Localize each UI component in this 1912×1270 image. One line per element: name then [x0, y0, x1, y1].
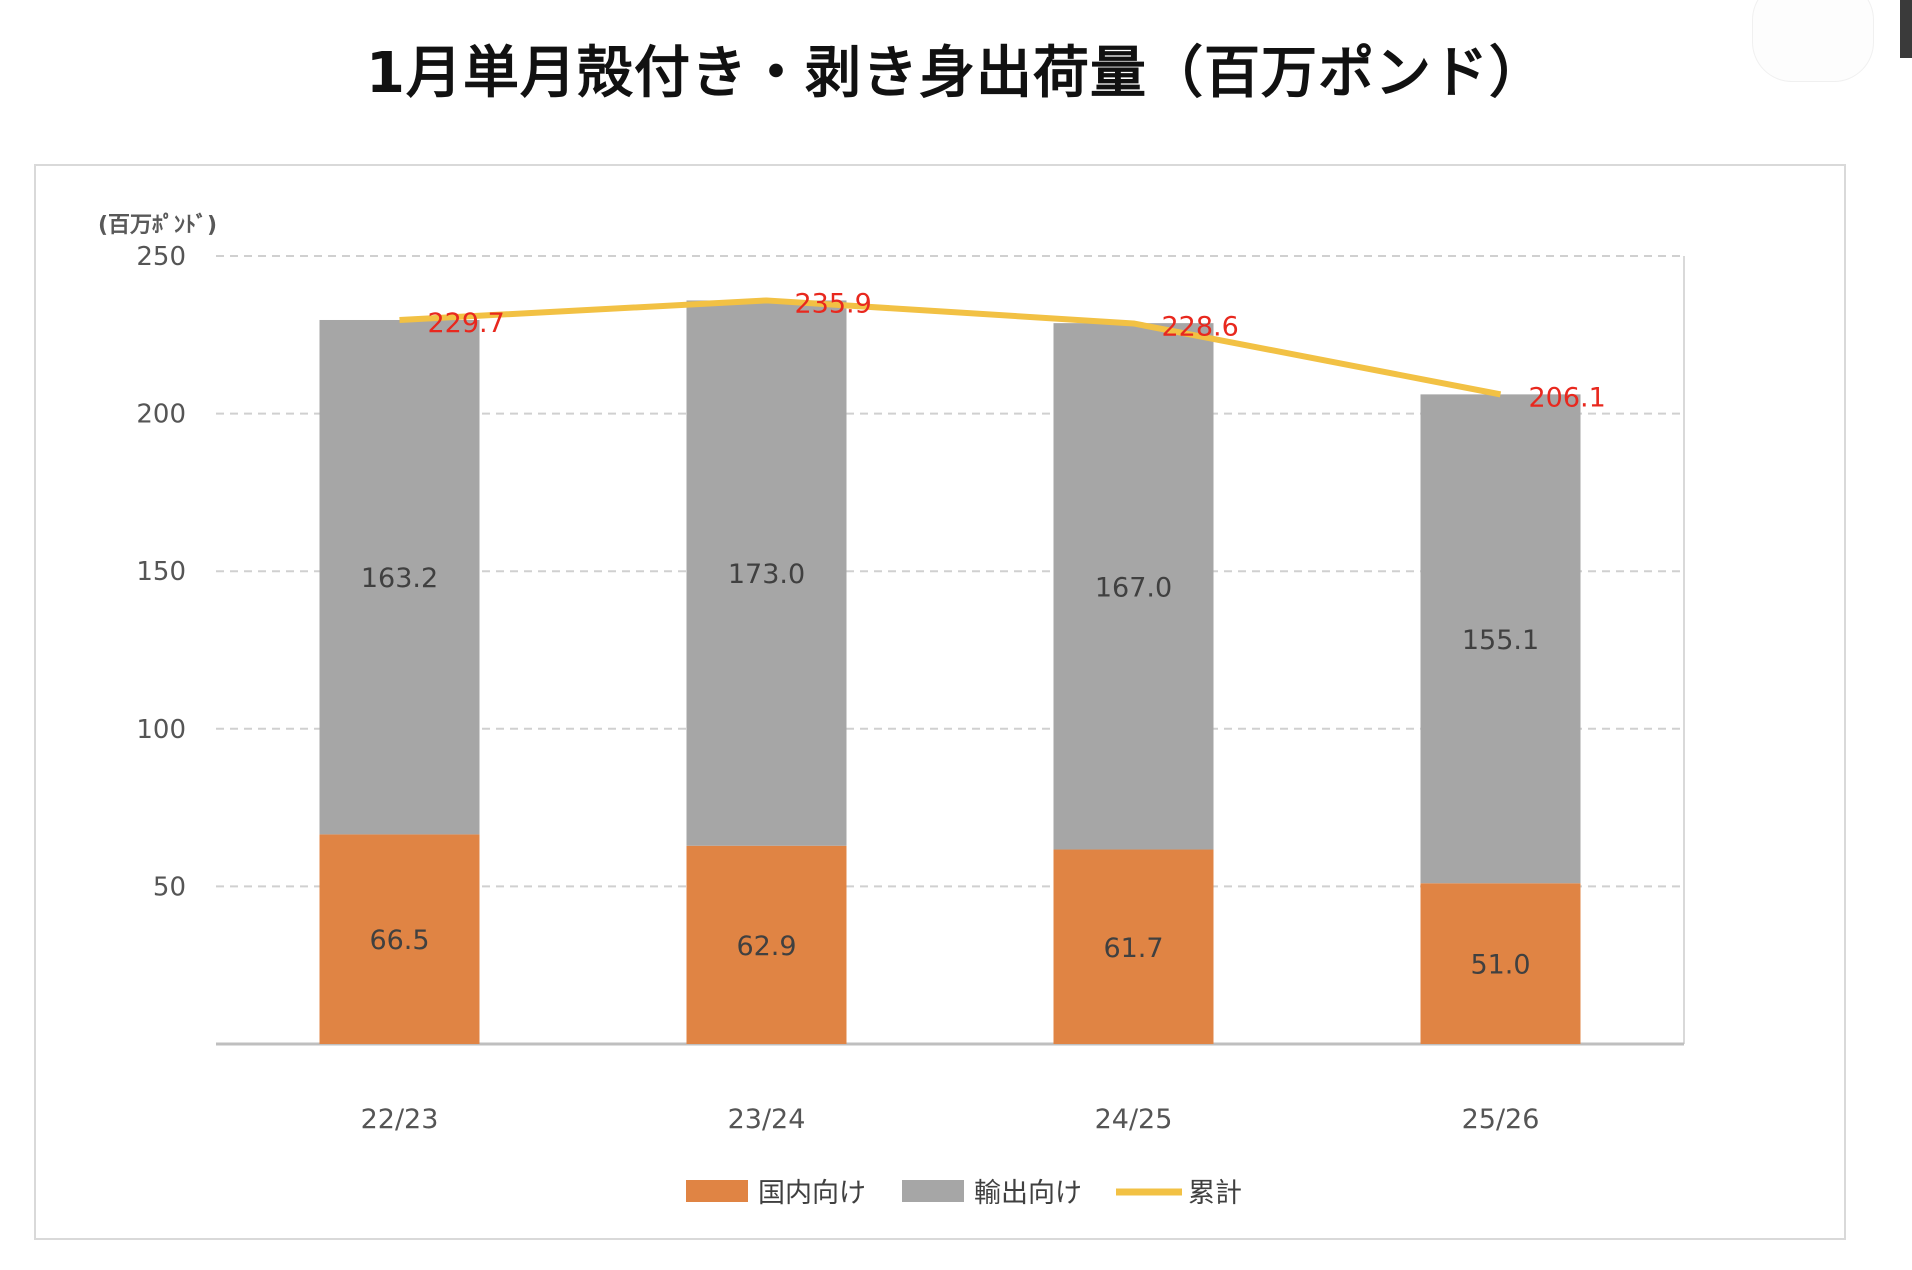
bars-layer: 66.5 163.2 62.9 173.0 61.7 167.0 51.0 155.1 — [319, 300, 1581, 1044]
bar-export-24/25 — [1053, 323, 1214, 850]
label-export-24/25: 167.0 — [1095, 572, 1172, 603]
y-tick-labels: 50 100 150 200 250 — [136, 242, 186, 902]
total-line — [399, 297, 1502, 398]
label-domestic-25/26: 51.0 — [1470, 950, 1530, 981]
y-tick-50: 50 — [153, 872, 186, 902]
total-line-layer: 229.7 235.9 228.6 206.1 — [399, 288, 1606, 413]
legend-swatch-export — [902, 1180, 964, 1202]
label-domestic-23/24: 62.9 — [736, 931, 796, 962]
bar-export-23/24 — [686, 300, 847, 846]
y-tick-200: 200 — [136, 400, 186, 430]
label-total-24/25: 228.6 — [1162, 311, 1239, 342]
legend-label-total: 累計 — [1188, 1178, 1242, 1209]
label-export-23/24: 173.0 — [728, 559, 805, 590]
bar-export-22/23 — [319, 319, 480, 835]
x-tick-24/25: 24/25 — [1095, 1104, 1173, 1135]
x-tick-25/26: 25/26 — [1462, 1104, 1540, 1135]
window-scrollbar — [1900, 0, 1912, 58]
legend-swatch-domestic — [686, 1180, 748, 1202]
y-unit-label: (百万ﾎﾟﾝﾄﾞ) — [98, 212, 217, 238]
label-export-25/26: 155.1 — [1462, 625, 1539, 656]
label-domestic-24/25: 61.7 — [1103, 933, 1163, 964]
x-tick-labels: 22/23 23/24 24/25 25/26 — [361, 1104, 1540, 1135]
bar-domestic-22/23 — [319, 834, 480, 1044]
y-tick-100: 100 — [136, 715, 186, 745]
label-total-23/24: 235.9 — [795, 288, 872, 319]
corner-decoration — [1752, 0, 1874, 82]
bar-domestic-25/26 — [1420, 883, 1581, 1044]
y-tick-150: 150 — [136, 557, 186, 587]
label-export-22/23: 163.2 — [361, 563, 438, 594]
page-title: 1月単月殻付き・剥き身出荷量（百万ポンド） — [366, 41, 1546, 106]
x-tick-23/24: 23/24 — [728, 1104, 806, 1135]
label-domestic-22/23: 66.5 — [369, 925, 429, 956]
legend-label-export: 輸出向け — [974, 1178, 1082, 1209]
label-total-25/26: 206.1 — [1529, 382, 1606, 413]
bar-export-25/26 — [1420, 394, 1581, 884]
x-tick-22/23: 22/23 — [361, 1104, 439, 1135]
y-tick-250: 250 — [136, 242, 186, 272]
chart-frame: (百万ﾎﾟﾝﾄﾞ) 50 100 150 200 250 66.5 163.2 62.9 17… — [34, 164, 1846, 1240]
legend-label-domestic: 国内向け — [758, 1178, 866, 1209]
bar-domestic-24/25 — [1053, 849, 1214, 1044]
label-total-22/23: 229.7 — [428, 308, 505, 339]
chart-svg: (百万ﾎﾟﾝﾄﾞ) 50 100 150 200 250 66.5 163.2 62.9 17… — [98, 212, 1685, 1209]
legend: 国内向け 輸出向け 累計 — [686, 1178, 1242, 1209]
bar-domestic-23/24 — [686, 845, 847, 1044]
